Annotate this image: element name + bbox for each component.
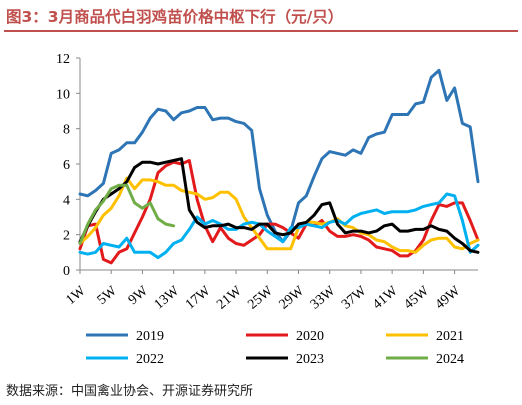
x-tick-label: 25W [245,283,276,312]
series-line-2019 [78,68,480,244]
x-tick-label: 41W [370,283,401,312]
x-tick-label: 49W [433,283,464,312]
series-line-2022 [78,192,480,260]
series-line-2021 [78,176,480,254]
y-tick-label: 0 [63,264,70,279]
legend-label-2024: 2024 [436,352,464,367]
x-tick-label: 1W [63,283,89,308]
legend: 2019 2020 2021 2022 2023 2024 [86,329,464,367]
y-tick-label: 6 [63,158,70,173]
legend-label-2019: 2019 [136,329,164,344]
y-tick-label: 10 [56,87,70,102]
legend-label-2023: 2023 [296,352,324,367]
series-line-2023 [78,157,480,254]
series-line-2020 [78,159,480,265]
legend-label-2020: 2020 [296,329,324,344]
x-tick-label: 9W [126,283,152,308]
x-tick-label: 29W [277,283,308,312]
chart-title: 图3：3月商品代白羽鸡苗价格中枢下行（元/只） [6,8,344,26]
y-tick-label: 4 [63,193,70,208]
source-note: 数据来源：中国禽业协会、开源证券研究所 [6,384,254,399]
title-underline [4,30,518,32]
series-line-2024 [78,183,176,245]
x-tick-label: 45W [401,283,432,312]
legend-label-2021: 2021 [436,329,464,344]
y-tick-label: 8 [63,123,70,138]
x-tick-label: 21W [214,283,245,312]
x-tick-label: 5W [95,283,121,308]
x-tick-label: 33W [308,283,339,312]
y-tick-label: 2 [63,229,70,244]
x-tick-label: 13W [152,283,183,312]
x-tick-label: 37W [339,283,370,312]
x-tick-label: 17W [183,283,214,312]
series-lines [78,68,480,265]
legend-label-2022: 2022 [136,352,164,367]
y-tick-label: 12 [56,52,70,67]
